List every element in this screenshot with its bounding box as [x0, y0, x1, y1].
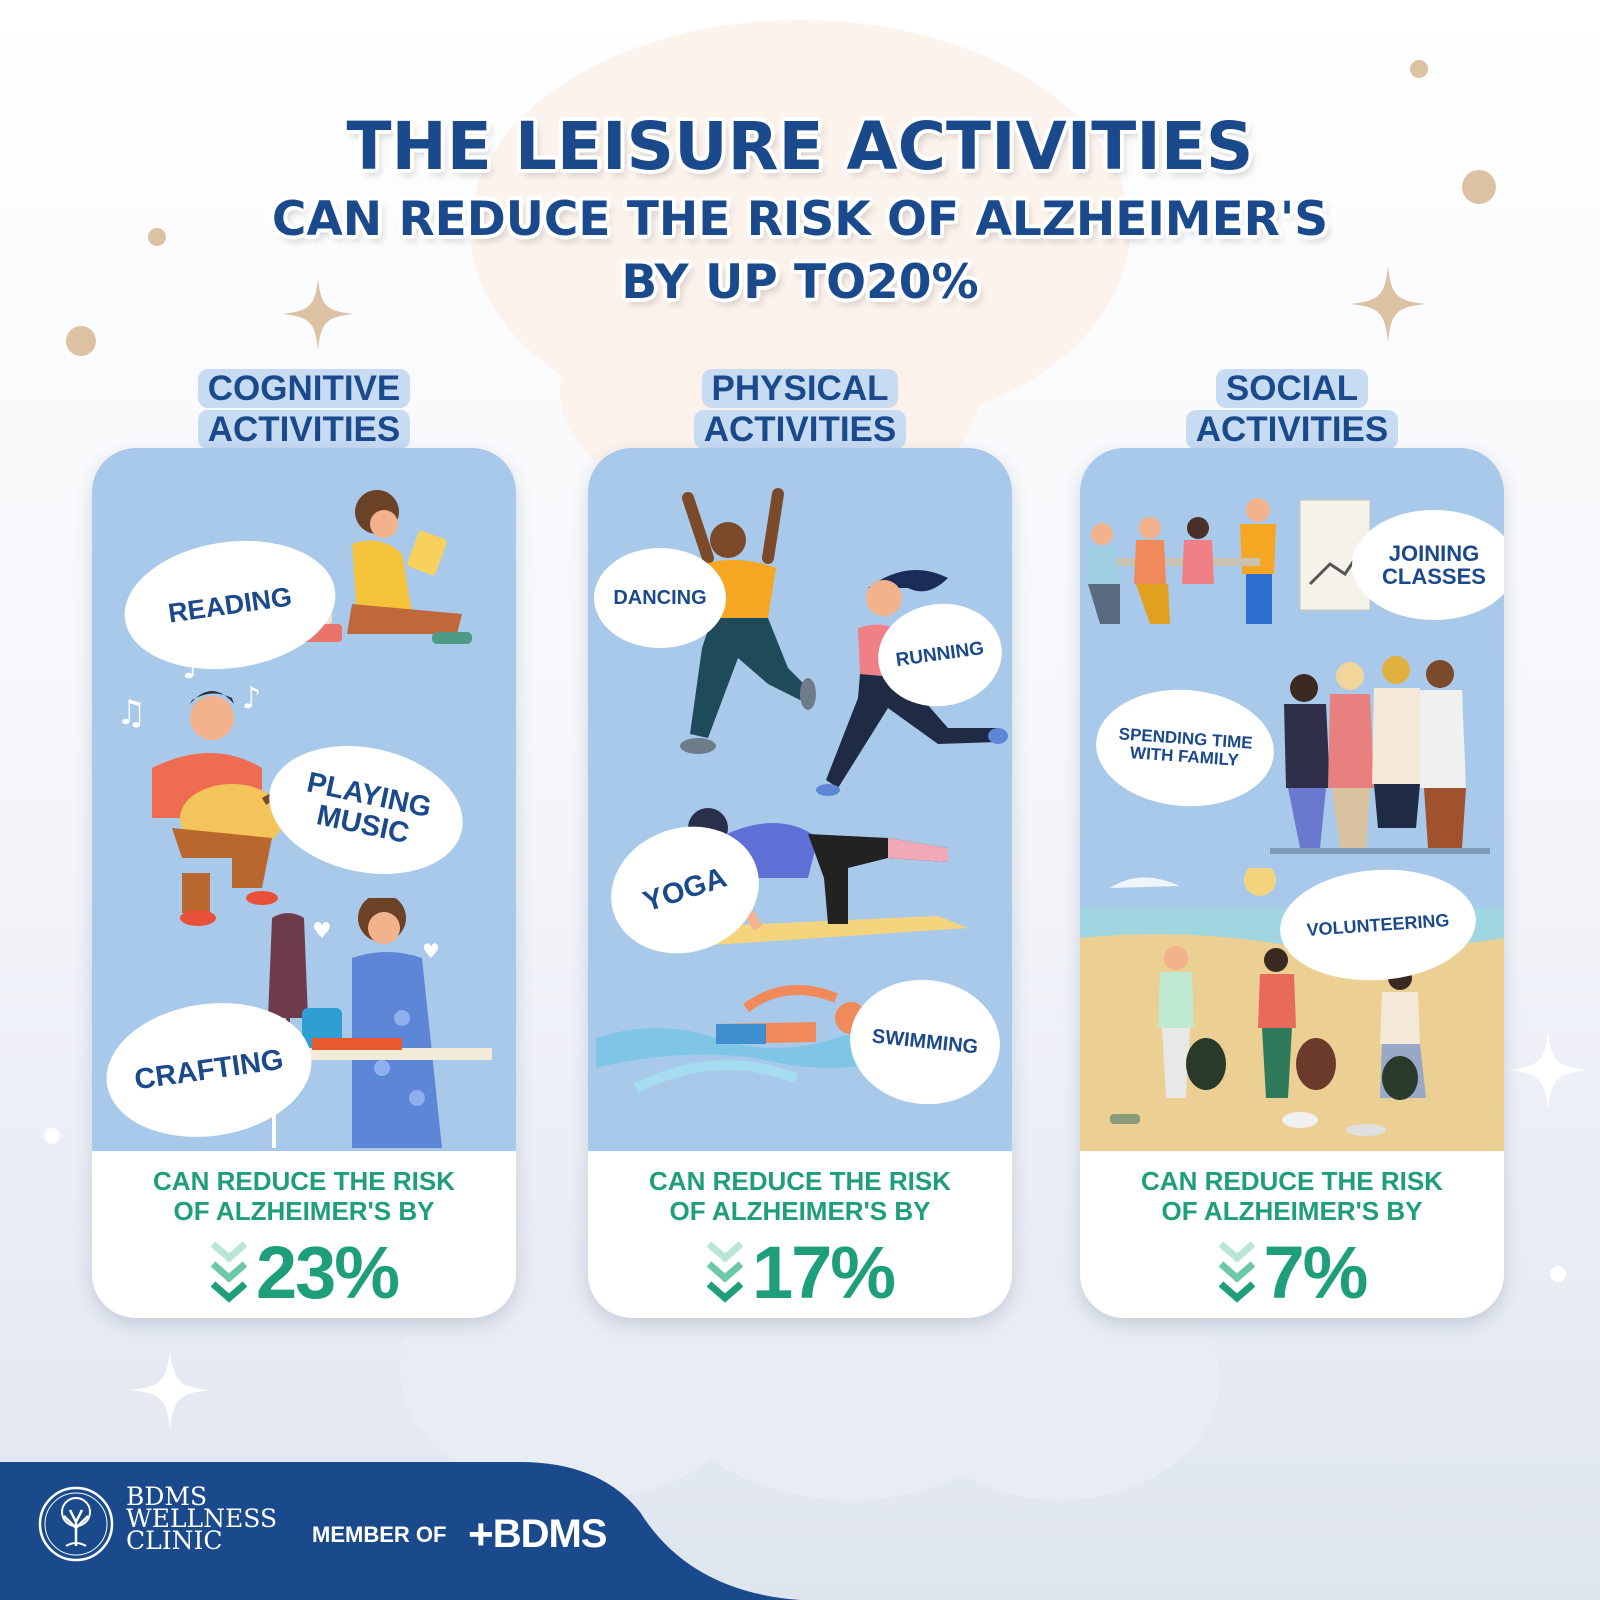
brand-line-2: WELLNESS — [126, 1504, 278, 1533]
activity-card: ♪ ♫ ♪ ♥ ♥ ♥ — [92, 448, 516, 1318]
activity-card: JOINING CLASSES SPENDING TIME WITH FAMIL… — [1080, 448, 1504, 1318]
chevron-down-icon — [1218, 1241, 1255, 1303]
brand-line-3: CLINIC — [126, 1526, 223, 1555]
chevron-down-icon — [706, 1241, 744, 1303]
chevron-down-icon — [210, 1241, 248, 1303]
activity-joining-classes: JOINING CLASSES — [1382, 540, 1486, 589]
activity-dancing: DANCING — [613, 586, 707, 609]
activity-label-bubble: JOINING CLASSES — [1352, 510, 1504, 620]
risk-text-line-1: CAN REDUCE THE RISK — [1141, 1166, 1443, 1196]
column-title-line-1: PHYSICAL — [701, 369, 899, 408]
sparkle-icon — [1350, 266, 1426, 342]
footer-bar — [0, 1462, 1600, 1600]
activity-swimming: SWIMMING — [870, 1024, 980, 1059]
member-of-label: MEMBER OF — [312, 1522, 447, 1547]
column-title-line-2: ACTIVITIES — [197, 410, 411, 449]
column-title: COGNITIVE ACTIVITIES — [92, 368, 516, 450]
decor-dot — [66, 326, 96, 356]
beach-cleanup-illustration — [1080, 868, 1504, 1151]
risk-text-line-2: OF ALZHEIMER'S BY — [1161, 1196, 1423, 1226]
footer-background — [0, 1462, 800, 1600]
activity-card: DANCING RUNNING YOGA SWIMMING CAN REDUCE… — [588, 448, 1012, 1318]
percent-value: 23% — [255, 1231, 400, 1314]
guitar-man-illustration: ♪ ♫ ♪ — [116, 648, 332, 926]
family-group-illustration — [1270, 656, 1490, 854]
activity-volunteering: VOLUNTEERING — [1305, 909, 1450, 940]
risk-reduction-text: CAN REDUCE THE RISK OF ALZHEIMER'S BY — [92, 1166, 516, 1226]
decor-dot — [44, 1128, 60, 1144]
bdms-logo-text: +BDMS — [468, 1510, 608, 1560]
card-illustration-area: JOINING CLASSES SPENDING TIME WITH FAMIL… — [1080, 448, 1504, 1151]
sparkle-icon — [130, 1350, 210, 1430]
column-social: SOCIAL ACTIVITIES — [1080, 368, 1504, 1318]
headline-line-3: BY UP TO20% — [621, 255, 979, 310]
card-illustration-area: ♪ ♫ ♪ ♥ ♥ ♥ — [92, 448, 516, 1151]
activity-label-bubble: SPENDING TIME WITH FAMILY — [1092, 683, 1278, 813]
column-title: PHYSICAL ACTIVITIES — [588, 368, 1012, 450]
activity-playing-music: PLAYING MUSIC — [304, 766, 435, 851]
activity-label-bubble: DANCING — [594, 548, 726, 648]
sparkle-icon — [282, 278, 354, 350]
percent-row: 7% — [1080, 1236, 1504, 1310]
activity-reading: READING — [166, 581, 294, 629]
decor-dot — [1410, 60, 1428, 78]
column-title-line-1: COGNITIVE — [197, 369, 411, 408]
column-physical: PHYSICAL ACTIVITIES — [588, 368, 1012, 1318]
headline-line-2: CAN REDUCE THE RISK OF ALZHEIMER'S — [271, 192, 1329, 247]
column-title: SOCIAL ACTIVITIES — [1080, 368, 1504, 450]
column-title-line-2: ACTIVITIES — [1185, 410, 1399, 449]
activity-crafting: CRAFTING — [132, 1043, 286, 1097]
percent-value: 7% — [1263, 1231, 1369, 1314]
column-cognitive: COGNITIVE ACTIVITIES ♪ ♫ ♪ — [92, 368, 516, 1318]
svg-text:♥: ♥ — [402, 898, 420, 903]
column-title-line-2: ACTIVITIES — [693, 410, 907, 449]
risk-text-line-2: OF ALZHEIMER'S BY — [173, 1196, 435, 1226]
plus-icon: + — [468, 1510, 494, 1559]
risk-text-line-1: CAN REDUCE THE RISK — [153, 1166, 455, 1196]
activity-yoga: YOGA — [639, 861, 731, 919]
brand-wordmark: BDMS WELLNESS CLINIC — [126, 1482, 278, 1555]
svg-text:♥: ♥ — [312, 919, 332, 944]
risk-reduction-text: CAN REDUCE THE RISK OF ALZHEIMER'S BY — [588, 1166, 1012, 1226]
activity-running: RUNNING — [894, 637, 986, 672]
column-title-line-1: SOCIAL — [1215, 369, 1369, 408]
risk-text-line-1: CAN REDUCE THE RISK — [649, 1166, 951, 1196]
member-brand: BDMS — [492, 1512, 608, 1556]
decor-dot — [1550, 1266, 1566, 1282]
headline-line-1: THE LEISURE ACTIVITIES — [346, 108, 1254, 185]
percent-row: 23% — [92, 1236, 516, 1310]
decor-dot — [148, 228, 166, 246]
svg-text:♥: ♥ — [422, 939, 440, 963]
tree-logo-icon — [38, 1486, 114, 1562]
percent-row: 17% — [588, 1236, 1012, 1310]
classroom-illustration — [1086, 498, 1370, 624]
activity-spending-time-with-family: SPENDING TIME WITH FAMILY — [1118, 724, 1254, 770]
risk-text-line-2: OF ALZHEIMER'S BY — [669, 1196, 931, 1226]
svg-text:♫: ♫ — [116, 693, 146, 733]
swimming-man-illustration — [596, 985, 896, 1093]
decor-dot — [1462, 170, 1496, 204]
brand-line-1: BDMS — [126, 1482, 208, 1511]
sparkle-icon — [1508, 1030, 1588, 1110]
svg-text:♪: ♪ — [242, 681, 261, 716]
card-illustration-area: DANCING RUNNING YOGA SWIMMING — [588, 448, 1012, 1151]
percent-value: 17% — [751, 1231, 896, 1314]
risk-reduction-text: CAN REDUCE THE RISK OF ALZHEIMER'S BY — [1080, 1166, 1504, 1226]
